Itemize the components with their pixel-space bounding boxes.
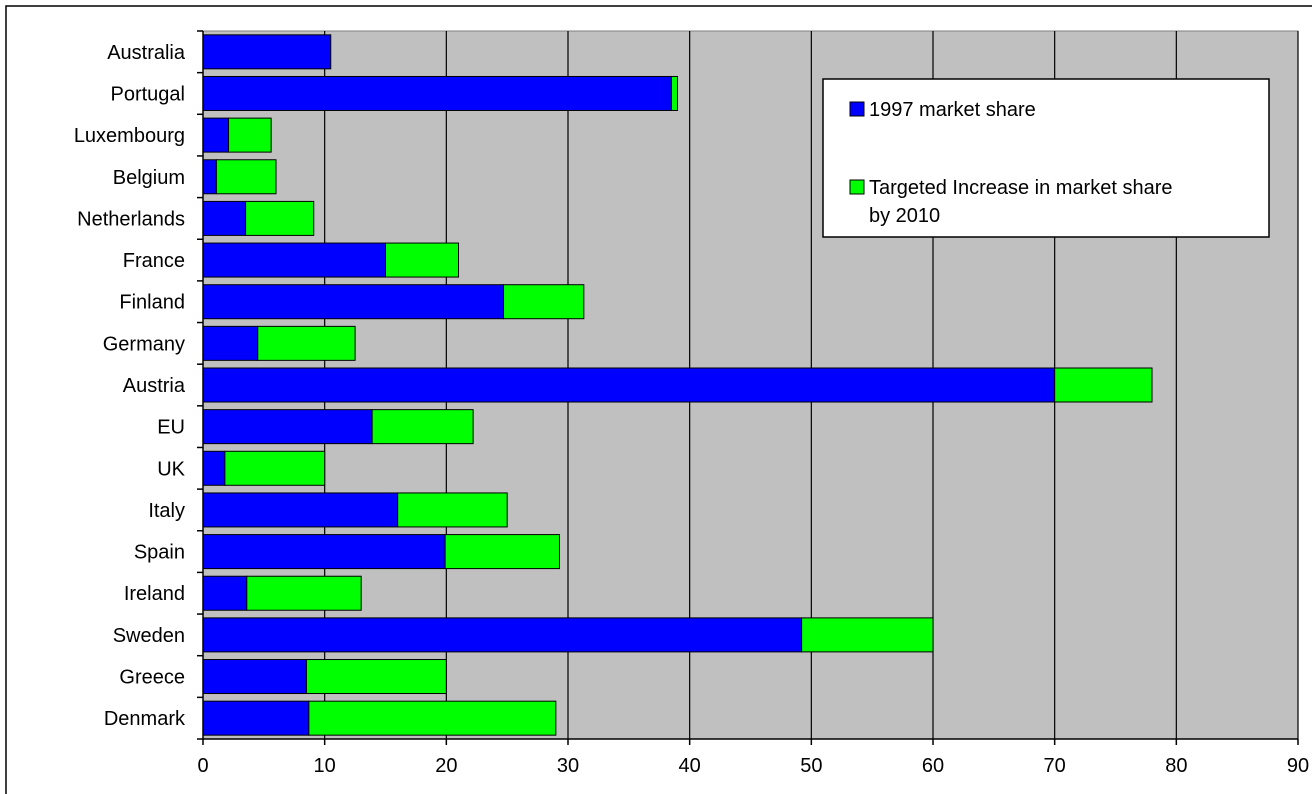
- category-label: Greece: [119, 667, 185, 689]
- bar-luxembourg-target: [228, 117, 272, 153]
- bar-spain-target: [444, 534, 560, 570]
- x-tick-label: 90: [1287, 755, 1309, 777]
- bar-greece-target: [305, 659, 447, 695]
- bar-belgium-1997: [202, 159, 217, 195]
- category-label: Ireland: [124, 583, 185, 605]
- bar-uk-target: [224, 450, 326, 486]
- legend: 1997 market share Targeted Increase in m…: [822, 78, 1270, 238]
- x-tick-label: 80: [1165, 755, 1187, 777]
- legend-label-target-line2: by 2010: [869, 205, 940, 227]
- category-label: France: [123, 250, 185, 272]
- bar-germany-1997: [202, 325, 259, 361]
- category-label: Austria: [123, 375, 186, 397]
- bar-sweden-target: [801, 617, 934, 653]
- bar-belgium-target: [215, 159, 277, 195]
- legend-label-1997: 1997 market share: [869, 99, 1036, 121]
- bar-italy-target: [397, 492, 508, 528]
- x-tick-label: 60: [922, 755, 944, 777]
- category-labels: Australia Portugal Luxembourg Belgium Nether…: [74, 42, 186, 730]
- bar-finland-1997: [202, 284, 505, 320]
- category-label: Germany: [103, 333, 185, 355]
- bar-italy-1997: [202, 492, 399, 528]
- legend-swatch-1997: [849, 101, 865, 117]
- x-tick-label: 10: [314, 755, 336, 777]
- bar-austria-target: [1054, 367, 1153, 403]
- bar-uk-1997: [202, 450, 226, 486]
- category-label: Netherlands: [77, 208, 185, 230]
- bar-greece-1997: [202, 659, 307, 695]
- category-label: Australia: [107, 42, 186, 64]
- x-tick-label: 20: [435, 755, 457, 777]
- bar-denmark-target: [308, 700, 557, 736]
- bar-netherlands-1997: [202, 200, 247, 236]
- legend-label-target-line1: Targeted Increase in market share: [869, 177, 1173, 199]
- category-label: Italy: [148, 500, 185, 522]
- legend-box: [822, 78, 1270, 238]
- bar-netherlands-target: [245, 200, 315, 236]
- bar-sweden-1997: [202, 617, 803, 653]
- bar-france-target: [385, 242, 459, 278]
- x-tick-labels: 0 10 20 30 40 50 60 70 80 90: [197, 755, 1309, 777]
- x-tick-label: 0: [197, 755, 208, 777]
- x-tick-label: 40: [679, 755, 701, 777]
- bar-australia-1997: [202, 34, 332, 70]
- x-tick-label: 70: [1044, 755, 1066, 777]
- axes: [197, 30, 1299, 745]
- bar-ireland-1997: [202, 575, 248, 611]
- x-tick-label: 50: [800, 755, 822, 777]
- bar-eu-target: [371, 409, 474, 445]
- bar-portugal-target: [670, 75, 679, 111]
- bar-finland-target: [503, 284, 585, 320]
- bar-ireland-target: [246, 575, 362, 611]
- category-label: Sweden: [113, 625, 185, 647]
- bar-france-1997: [202, 242, 386, 278]
- bar-spain-1997: [202, 534, 446, 570]
- bar-eu-1997: [202, 409, 373, 445]
- category-label: Belgium: [113, 167, 185, 189]
- bar-denmark-1997: [202, 700, 310, 736]
- x-tick-label: 30: [557, 755, 579, 777]
- bar-austria-1997: [202, 367, 1056, 403]
- bar-germany-target: [257, 325, 356, 361]
- category-label: UK: [157, 458, 185, 480]
- bar-portugal-1997: [202, 75, 672, 111]
- category-label: Luxembourg: [74, 125, 185, 147]
- bars: [202, 34, 1153, 736]
- category-label: Finland: [119, 292, 185, 314]
- legend-swatch-target: [849, 179, 865, 195]
- category-label: Portugal: [111, 83, 186, 105]
- category-label: Spain: [134, 542, 185, 564]
- category-label: EU: [157, 417, 185, 439]
- category-label: Denmark: [104, 708, 186, 730]
- bar-luxembourg-1997: [202, 117, 230, 153]
